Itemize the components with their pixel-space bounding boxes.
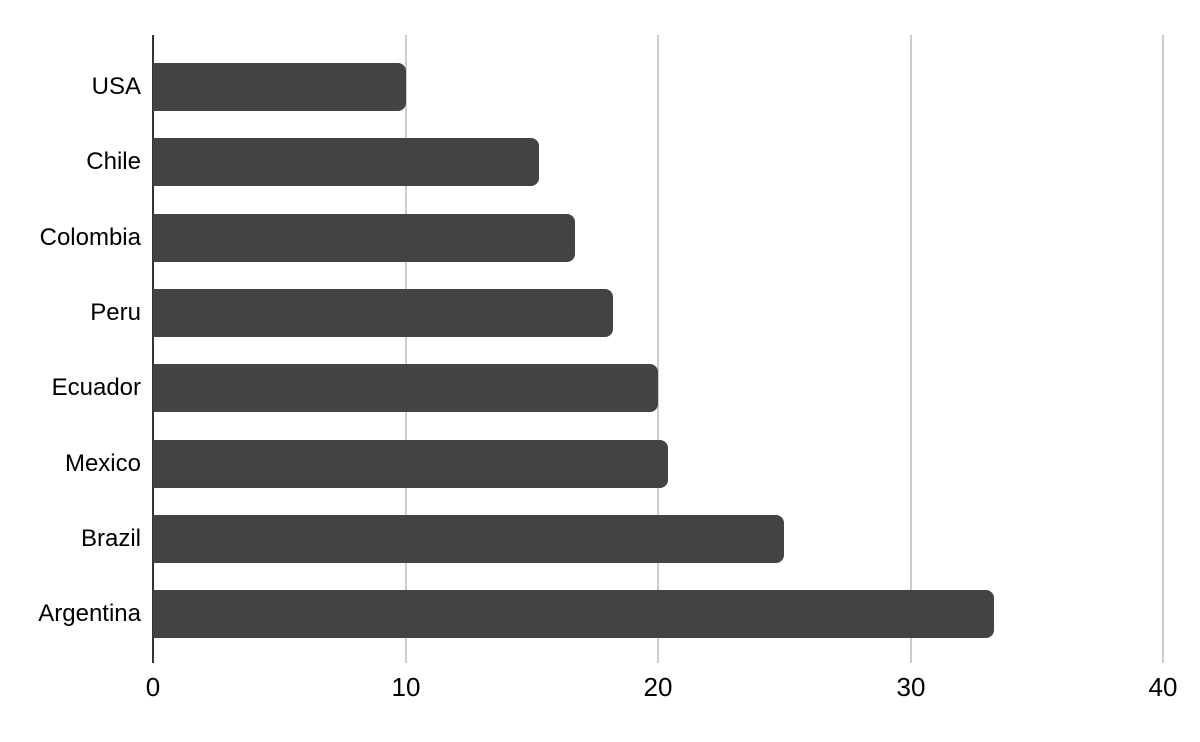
bar-peru <box>153 289 613 337</box>
category-label: Chile <box>86 148 141 175</box>
tick-label: 20 <box>643 672 673 702</box>
category-label: USA <box>91 73 141 100</box>
category-label: Peru <box>90 299 141 326</box>
category-label: Brazil <box>80 525 141 552</box>
category-label: Colombia <box>39 224 141 251</box>
gridline <box>404 35 407 663</box>
category-label: Mexico <box>64 450 141 477</box>
value-axis-baseline <box>152 35 154 663</box>
gridline <box>1162 35 1164 663</box>
bar-colombia <box>153 214 575 262</box>
category-label: Argentina <box>38 600 141 627</box>
bar-mexico <box>153 440 668 488</box>
tick-label: 10 <box>391 672 421 702</box>
bar-brazil <box>153 515 784 563</box>
bar-chile <box>153 138 539 186</box>
category-label: Ecuador <box>51 374 141 401</box>
gridline <box>657 35 659 663</box>
gridline <box>909 35 912 663</box>
bar-ecuador <box>153 364 658 412</box>
bar-usa <box>153 63 406 111</box>
bar-argentina <box>153 590 994 638</box>
tick-label: 30 <box>896 672 926 702</box>
tick-label: 0 <box>145 672 161 702</box>
tick-label: 40 <box>1148 672 1178 702</box>
